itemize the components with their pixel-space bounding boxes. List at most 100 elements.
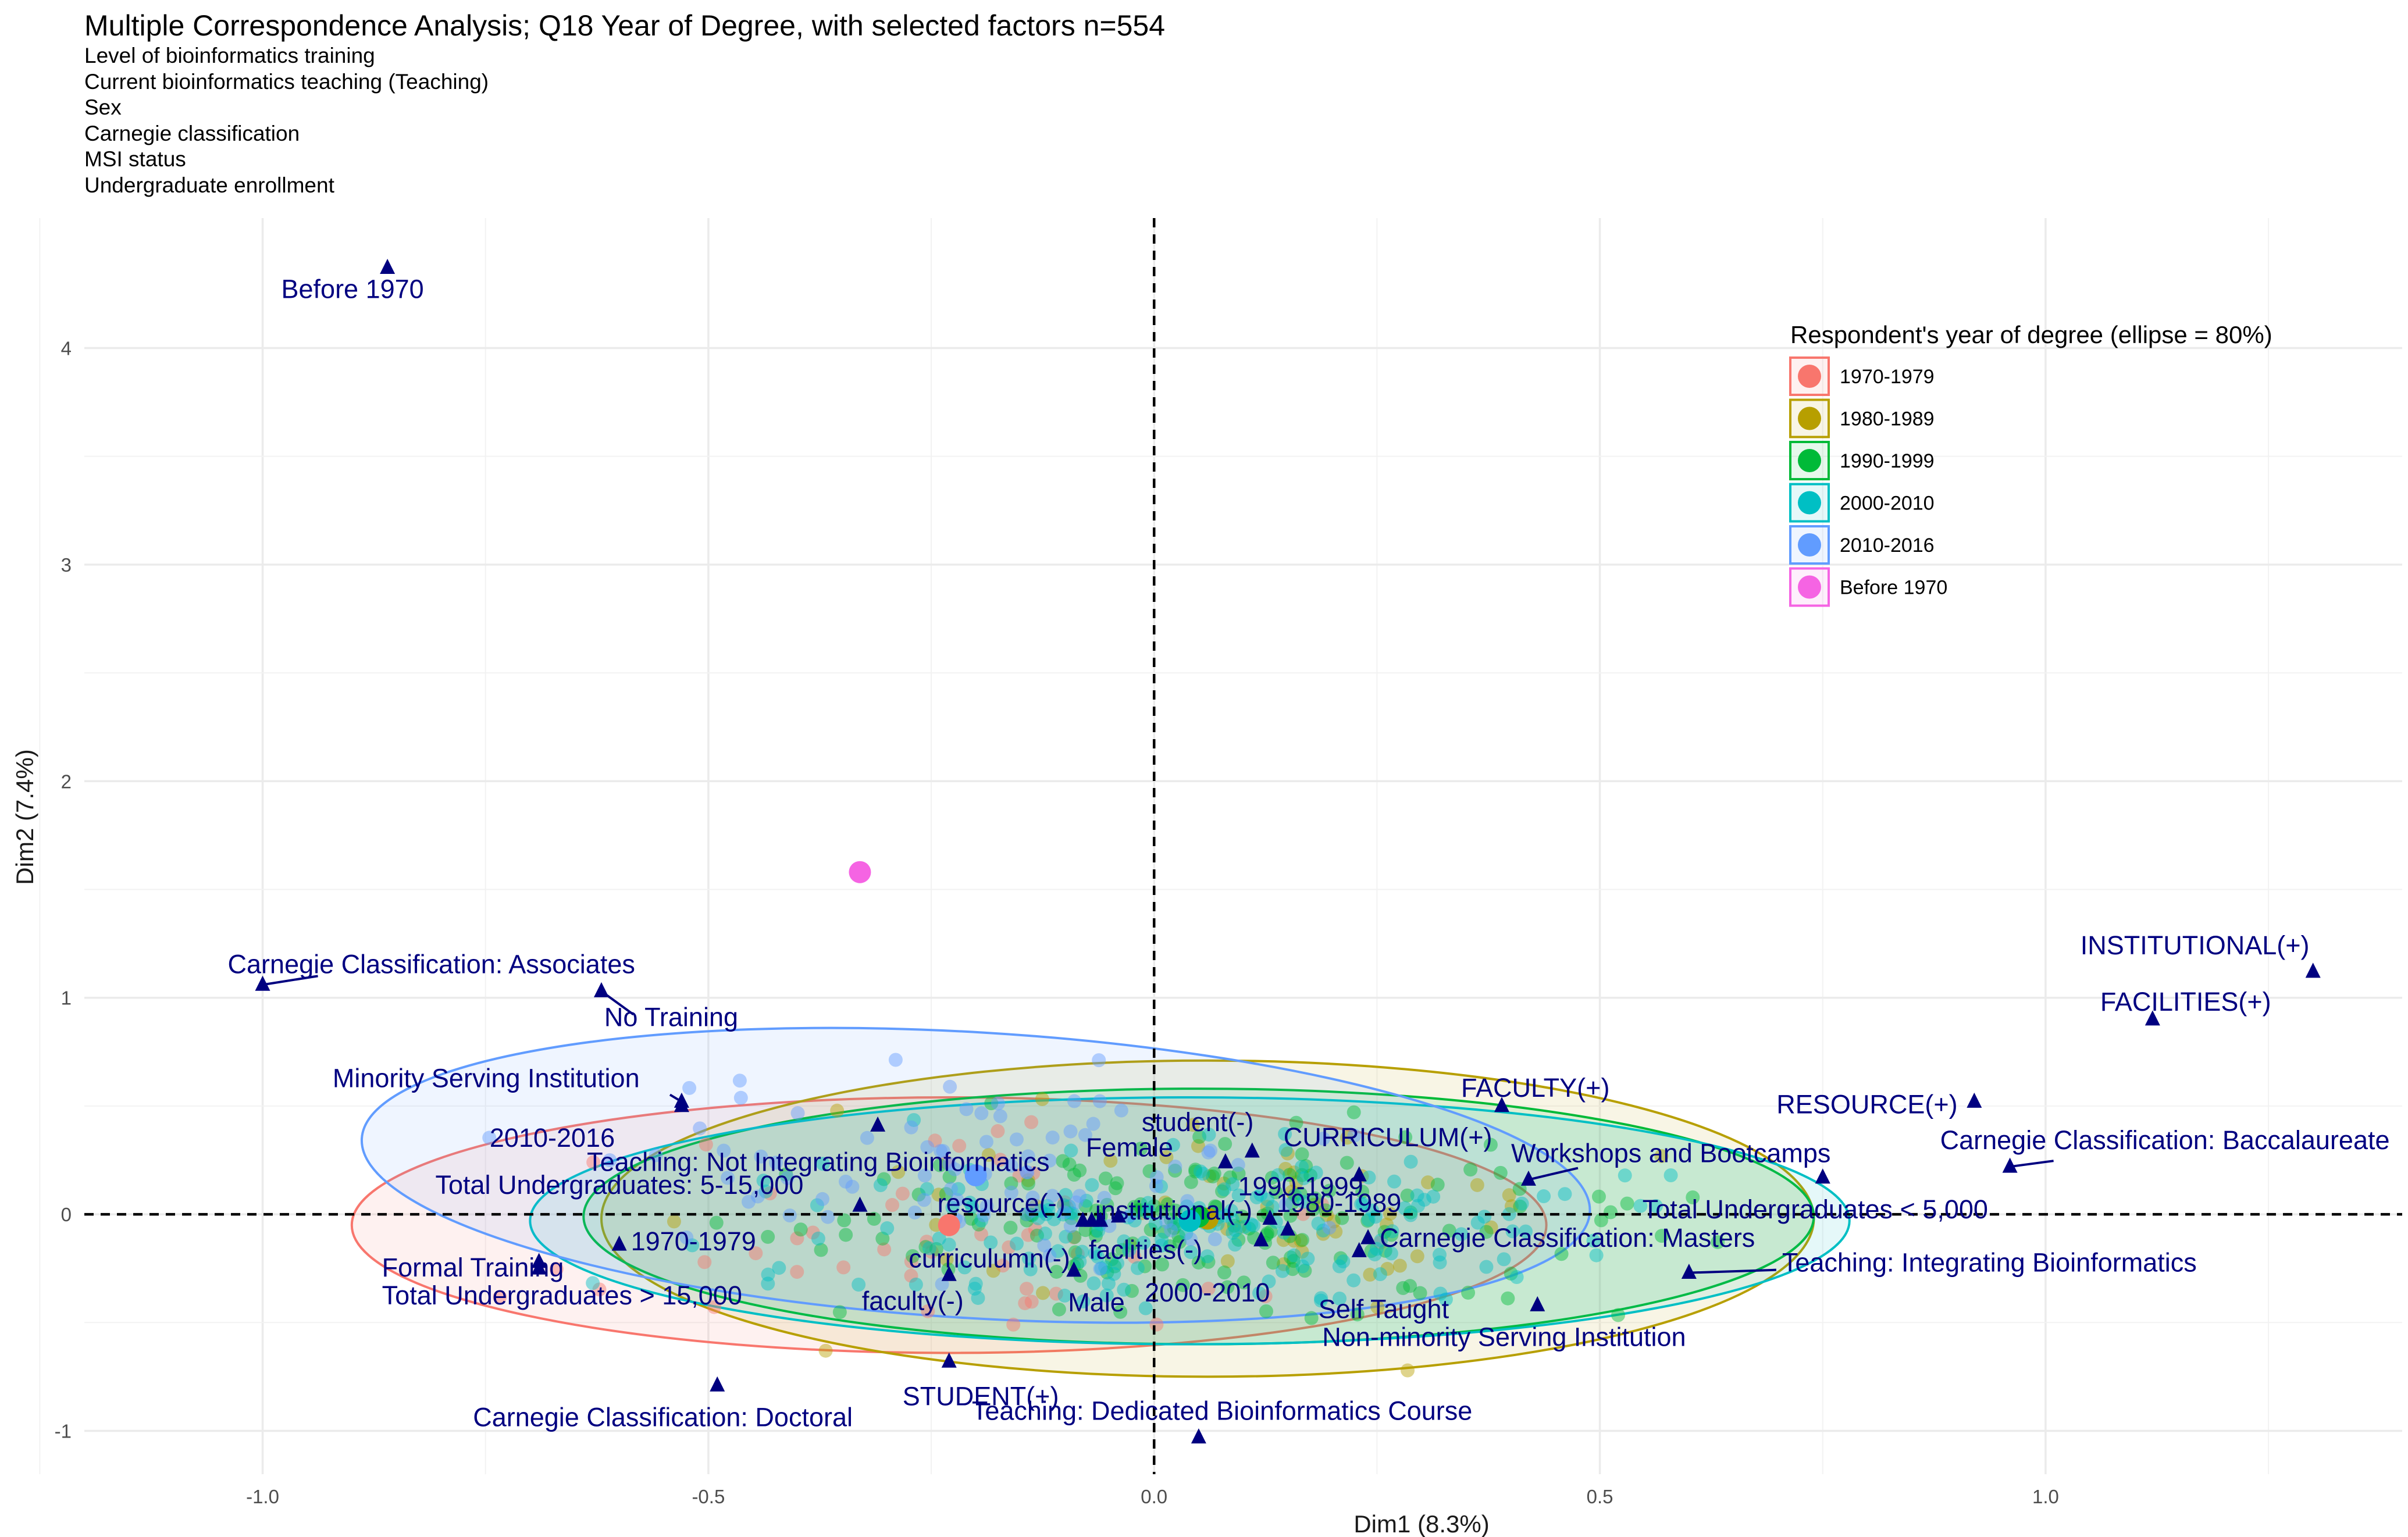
individual-point	[1225, 1213, 1239, 1227]
individual-point	[1166, 1137, 1180, 1152]
legend-swatch-Before 1970	[1798, 575, 1821, 599]
legend-swatch-1990-1999	[1798, 449, 1821, 472]
individual-point	[1289, 1175, 1303, 1190]
individual-point	[993, 1109, 1007, 1124]
category-point	[531, 1259, 547, 1275]
centroid-2010-2016	[964, 1164, 987, 1187]
individual-point	[1200, 1249, 1214, 1264]
individual-point	[1354, 1197, 1369, 1211]
individual-point	[1322, 1183, 1337, 1198]
individual-point	[952, 1139, 967, 1153]
individual-point	[1484, 1220, 1498, 1235]
individual-point	[586, 1276, 600, 1290]
individual-point	[1141, 1196, 1155, 1210]
x-tick-label: 0.0	[1141, 1486, 1167, 1507]
individual-point	[1203, 1143, 1218, 1158]
individual-point	[1264, 1171, 1279, 1185]
category-label: FACILITIES(+)	[2100, 987, 2271, 1017]
individual-point	[1086, 1117, 1100, 1131]
legend-title: Respondent's year of degree (ellipse = 8…	[1790, 321, 2272, 348]
individual-point	[832, 1305, 847, 1320]
individual-point	[1019, 1207, 1034, 1222]
individual-point	[1148, 1217, 1163, 1231]
individual-point	[1056, 1154, 1070, 1168]
category-label: Carnegie Classification: Associates	[228, 949, 635, 979]
individual-point	[1218, 1137, 1233, 1151]
individual-point	[815, 1157, 830, 1171]
individual-point	[1493, 1165, 1508, 1180]
category-point	[1360, 1229, 1376, 1244]
individual-point	[1287, 1248, 1301, 1263]
individual-point	[1373, 1235, 1387, 1250]
individual-point	[1059, 1229, 1073, 1244]
subtitle-line-6: Undergraduate enrollment	[84, 173, 334, 197]
individual-point	[1237, 1275, 1251, 1290]
individual-point	[1180, 1194, 1195, 1208]
individual-point	[1262, 1274, 1276, 1289]
individual-point	[1231, 1232, 1246, 1247]
individual-point	[1075, 1244, 1089, 1259]
individual-point	[1663, 1168, 1678, 1183]
category-label: RESOURCE(+)	[1776, 1089, 1957, 1119]
individual-point	[1167, 1221, 1181, 1235]
individual-point	[1463, 1162, 1478, 1177]
category-label: STUDENT(+)	[903, 1381, 1059, 1411]
individual-point	[756, 1174, 771, 1188]
label-leader-line	[1689, 1268, 1776, 1274]
individual-point	[873, 1178, 888, 1193]
individual-point	[1285, 1196, 1299, 1210]
individual-point	[936, 1144, 950, 1158]
individual-point	[1107, 1259, 1122, 1274]
category-point	[2002, 1157, 2018, 1173]
individual-point	[1295, 1244, 1309, 1259]
individual-point	[1426, 1189, 1441, 1204]
individual-point	[1296, 1194, 1311, 1209]
individual-point	[1067, 1094, 1082, 1108]
individual-point	[917, 1193, 931, 1207]
individual-point	[852, 1277, 866, 1292]
individual-point	[1384, 1246, 1398, 1261]
individual-point	[1461, 1285, 1476, 1300]
individual-point	[699, 1137, 713, 1152]
category-points: Before 1970 Carnegie Classification: Asso…	[228, 259, 2390, 1444]
individual-point	[1070, 1247, 1085, 1261]
individual-point	[933, 1144, 947, 1158]
individual-point	[1130, 1261, 1145, 1275]
individual-point	[1201, 1145, 1216, 1160]
individual-point	[1326, 1214, 1341, 1229]
individual-point	[1028, 1199, 1043, 1213]
individual-point	[1295, 1259, 1310, 1274]
category-label: 1970-1979	[631, 1226, 756, 1256]
individual-point	[1403, 1279, 1417, 1293]
individual-point	[1454, 1227, 1469, 1242]
individual-point	[1686, 1190, 1700, 1205]
category-label: student(-)	[1142, 1107, 1254, 1137]
individual-point	[1356, 1197, 1370, 1211]
individual-point	[732, 1074, 747, 1088]
category-label: Formal Training	[382, 1253, 564, 1282]
category-label: Workshops and Bootcamps	[1511, 1139, 1830, 1168]
individual-point	[750, 1189, 765, 1204]
individual-point	[1035, 1092, 1049, 1107]
category-label: Total Undergraduates < 5,000	[1643, 1194, 1988, 1224]
individual-point	[838, 1174, 853, 1189]
individual-point	[1056, 1198, 1071, 1213]
individual-point	[1347, 1128, 1362, 1143]
individual-point	[1554, 1247, 1569, 1261]
individual-point	[1295, 1147, 1309, 1161]
individual-point	[1277, 1257, 1291, 1271]
category-label: Self Taught	[1319, 1294, 1449, 1324]
individual-point	[1059, 1187, 1073, 1202]
individual-point	[1266, 1256, 1280, 1270]
individual-point	[1295, 1233, 1310, 1247]
individual-point	[1207, 1167, 1221, 1181]
individual-point	[603, 1153, 617, 1168]
individual-point	[875, 1231, 890, 1246]
individual-point	[1589, 1248, 1604, 1263]
centroid-Before 1970	[849, 861, 871, 883]
category-point	[1217, 1153, 1233, 1169]
individual-point	[945, 1200, 960, 1215]
individual-point	[991, 1096, 1005, 1111]
label-leader-line	[600, 990, 635, 1016]
individual-point	[1433, 1247, 1447, 1262]
